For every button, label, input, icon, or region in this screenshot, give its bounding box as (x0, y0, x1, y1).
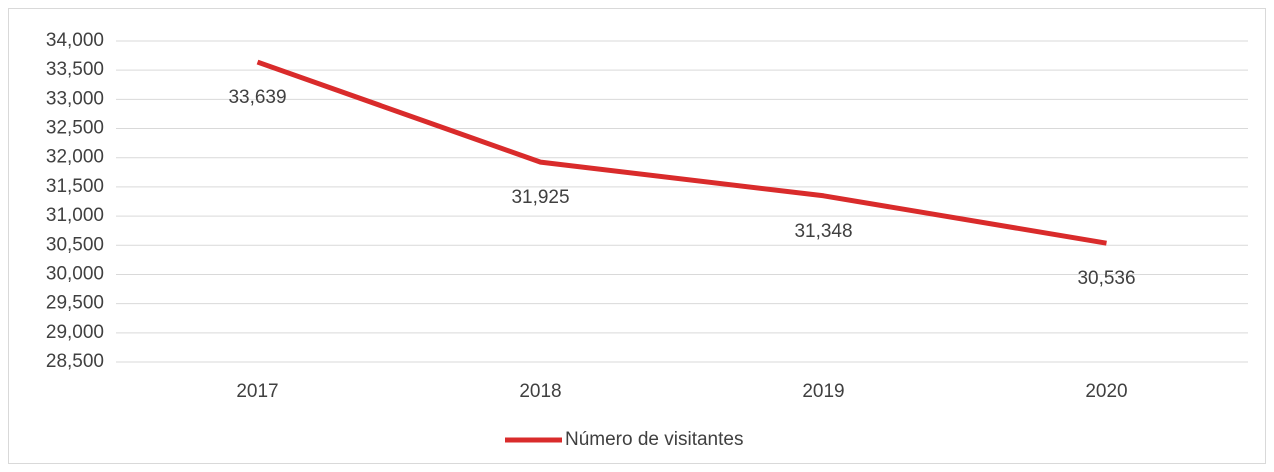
data-label: 33,639 (228, 87, 286, 108)
x-tick-label: 2019 (802, 381, 844, 402)
y-tick-label: 29,000 (46, 322, 104, 343)
y-tick-label: 30,500 (46, 234, 104, 255)
y-tick-label: 33,500 (46, 59, 104, 80)
y-tick-label: 33,000 (46, 88, 104, 109)
y-tick-label: 28,500 (46, 351, 104, 372)
data-label: 31,925 (511, 187, 569, 208)
x-tick-label: 2018 (519, 381, 561, 402)
x-tick-label: 2020 (1085, 381, 1127, 402)
data-label: 31,348 (794, 221, 852, 242)
line-series (256, 59, 1107, 246)
y-tick-label: 31,000 (46, 205, 104, 226)
data-label: 30,536 (1077, 268, 1135, 289)
y-tick-label: 32,000 (46, 147, 104, 168)
y-tick-label: 29,500 (46, 293, 104, 314)
y-tick-label: 32,500 (46, 118, 104, 139)
x-tick-label: 2017 (236, 381, 278, 402)
y-tick-label: 34,000 (46, 30, 104, 51)
y-tick-label: 30,000 (46, 263, 104, 284)
legend-label: Número de visitantes (565, 429, 743, 450)
y-tick-label: 31,500 (46, 176, 104, 197)
